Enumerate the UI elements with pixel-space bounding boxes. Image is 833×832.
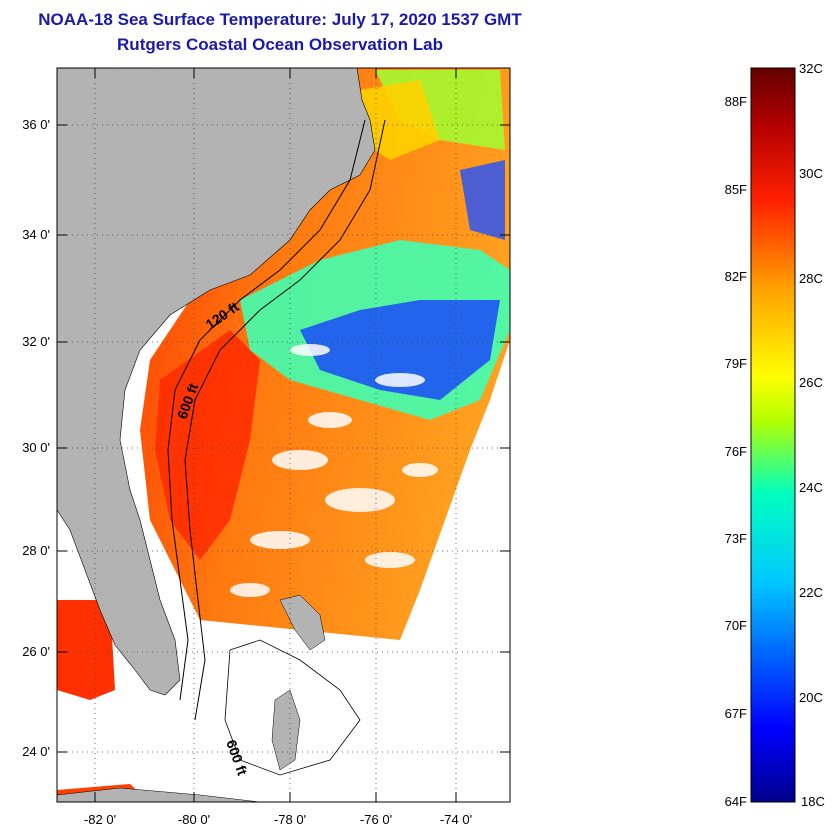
lat-label-32: 32 0' (22, 334, 50, 349)
graticule (57, 68, 510, 802)
lat-label-24: 24 0' (22, 744, 50, 759)
map-subtitle: Rutgers Coastal Ocean Observation Lab (117, 35, 443, 54)
celsius-label-32: 32C (799, 61, 823, 76)
temperature-colorbar: 32C 30C 28C 26C 24C 22C 20C 18C 88F 85F … (725, 61, 825, 809)
fahrenheit-label-82: 82F (725, 269, 747, 284)
cloud-gaps (230, 344, 438, 597)
sst-caribbean-patch (57, 600, 115, 700)
lon-label-78: -78 0' (274, 812, 306, 827)
land-andros (271, 689, 301, 771)
celsius-label-24: 24C (799, 480, 823, 495)
fahrenheit-label-76: 76F (725, 444, 747, 459)
contour-600ft (184, 119, 386, 721)
land-cuba (57, 787, 261, 802)
sst-cold-patch (300, 300, 500, 400)
sst-yellow-north (360, 80, 440, 160)
lon-label-74: -74 0' (440, 812, 472, 827)
sst-map: 120 ft 600 ft 600 ft 36 0' 34 0' 32 0' 3… (22, 67, 511, 827)
lat-label-36: 36 0' (22, 117, 50, 132)
fahrenheit-label-79: 79F (725, 356, 747, 371)
land-us-east-coast (57, 68, 376, 696)
map-frame (56, 67, 511, 803)
contour-120ft (167, 119, 366, 701)
fahrenheit-label-70: 70F (725, 618, 747, 633)
lon-label-82: -82 0' (84, 812, 116, 827)
gulf-stream-warm-band (155, 330, 260, 560)
contour-label-600ft-bahamas: 600 ft (223, 738, 251, 778)
fahrenheit-label-64: 64F (725, 794, 747, 809)
map-title: NOAA-18 Sea Surface Temperature: July 17… (38, 10, 522, 29)
celsius-label-22: 22C (799, 585, 823, 600)
sst-cold-patch-north (460, 160, 505, 240)
frame-ticks (57, 68, 510, 802)
fahrenheit-label-85: 85F (725, 182, 747, 197)
contour-bahamas-bank (224, 639, 361, 776)
lon-label-80: -80 0' (178, 812, 210, 827)
land-bahamas (279, 594, 326, 651)
celsius-label-26: 26C (799, 375, 823, 390)
lat-label-28: 28 0' (22, 543, 50, 558)
celsius-label-28: 28C (799, 271, 823, 286)
fahrenheit-label-73: 73F (725, 531, 747, 546)
colorbar-gradient (750, 67, 796, 803)
lat-label-30: 30 0' (22, 440, 50, 455)
celsius-label-18: 18C (801, 794, 825, 809)
celsius-label-20: 20C (799, 690, 823, 705)
celsius-label-30: 30C (799, 166, 823, 181)
fahrenheit-label-88: 88F (725, 94, 747, 109)
lat-label-26: 26 0' (22, 644, 50, 659)
lat-label-34: 34 0' (22, 227, 50, 242)
lon-label-76: -76 0' (360, 812, 392, 827)
fahrenheit-label-67: 67F (725, 706, 747, 721)
